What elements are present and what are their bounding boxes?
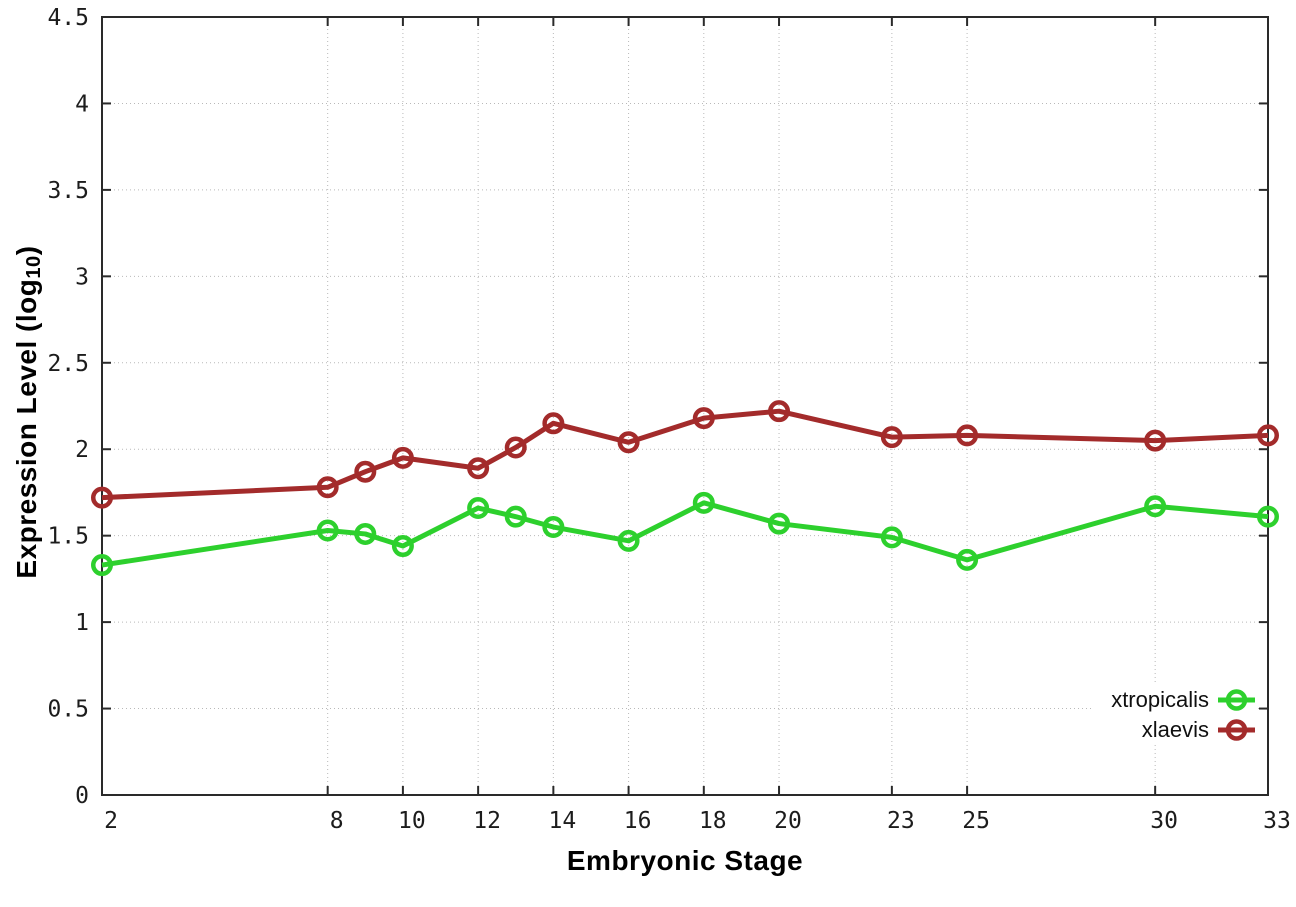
marker-xtropicalis xyxy=(1257,505,1279,528)
marker-xtropicalis xyxy=(542,516,565,539)
marker-xtropicalis xyxy=(880,526,903,549)
marker-xlaevis xyxy=(504,436,527,459)
marker-xtropicalis xyxy=(316,519,339,542)
marker-xlaevis xyxy=(880,426,903,449)
marker-xtropicalis xyxy=(91,554,113,577)
plot-border xyxy=(101,16,1269,796)
y-axis-title-suffix: ) xyxy=(11,245,42,256)
legend-row-xlaevis: xlaevis xyxy=(1123,715,1255,745)
y-axis-title: Expression Level (log10) xyxy=(11,245,46,579)
y-axis-title-subscript: 10 xyxy=(23,255,46,279)
series-line-xtropicalis xyxy=(101,500,1269,568)
x-axis-title: Embryonic Stage xyxy=(567,845,803,877)
marker-xlaevis xyxy=(316,476,339,499)
x-tick-label: 25 xyxy=(962,808,990,834)
legend-label-xlaevis: xlaevis xyxy=(1141,717,1209,742)
y-tick-label: 3.5 xyxy=(47,178,89,204)
x-axis-title-text: Embryonic Stage xyxy=(566,845,804,876)
marker-xtropicalis xyxy=(354,522,377,545)
marker-xlaevis xyxy=(956,424,979,447)
y-tick-label: 2.5 xyxy=(47,351,89,377)
legend: xtropicalis xlaevis xyxy=(1093,685,1255,745)
x-tick-label: 30 xyxy=(1150,808,1178,834)
y-tick-label: 4 xyxy=(75,91,89,117)
y-tick-label: 1 xyxy=(75,610,89,636)
marker-xlaevis xyxy=(391,446,414,469)
legend-marker-xlaevis xyxy=(1218,719,1255,741)
y-tick-label: 0 xyxy=(75,783,89,809)
marker-xtropicalis xyxy=(467,497,490,520)
x-tick-label: 23 xyxy=(887,808,915,834)
marker-xtropicalis xyxy=(768,512,791,535)
y-tick-label: 2 xyxy=(75,437,89,463)
marker-xlaevis xyxy=(692,407,715,430)
legend-label-xtropicalis: xtropicalis xyxy=(1111,687,1209,712)
x-tick-label: 20 xyxy=(774,808,802,834)
marker-xlaevis xyxy=(617,431,640,454)
marker-xtropicalis xyxy=(504,505,527,528)
y-tick-label: 1.5 xyxy=(47,524,89,550)
marker-xtropicalis xyxy=(391,535,414,558)
x-tick-label: 33 xyxy=(1263,808,1291,834)
marker-xlaevis xyxy=(1144,429,1167,452)
marker-xlaevis xyxy=(354,460,377,483)
x-tick-label: 10 xyxy=(398,808,426,834)
x-tick-label: 14 xyxy=(549,808,577,834)
y-tick-label: 3 xyxy=(75,264,89,290)
y-tick-label: 0.5 xyxy=(47,697,89,723)
marker-xlaevis xyxy=(1257,424,1279,447)
marker-xlaevis xyxy=(467,457,490,480)
marker-xtropicalis xyxy=(617,529,640,552)
marker-xlaevis xyxy=(91,486,113,509)
y-axis-title-text: Expression Level (log xyxy=(11,278,42,579)
marker-xlaevis xyxy=(768,400,791,423)
marker-xlaevis xyxy=(542,412,565,435)
marker-xtropicalis xyxy=(1144,495,1167,518)
y-tick-label: 4.5 xyxy=(47,5,89,31)
x-tick-label: 8 xyxy=(330,808,344,834)
marker-xtropicalis xyxy=(692,491,715,514)
series-line-xlaevis xyxy=(101,408,1269,501)
x-tick-label: 12 xyxy=(473,808,501,834)
marker-xtropicalis xyxy=(956,548,979,571)
x-tick-label: 18 xyxy=(699,808,727,834)
x-tick-label: 16 xyxy=(624,808,652,834)
legend-row-xtropicalis: xtropicalis xyxy=(1093,685,1255,715)
x-tick-label: 2 xyxy=(104,808,118,834)
legend-marker-xtropicalis xyxy=(1218,689,1255,711)
